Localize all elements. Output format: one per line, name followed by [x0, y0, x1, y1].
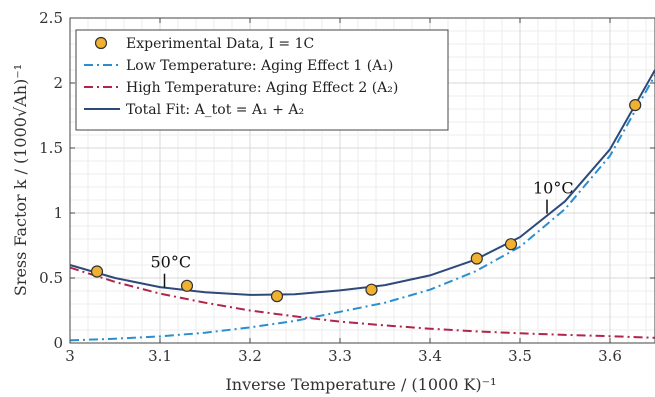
- y-tick-label: 2: [53, 74, 63, 92]
- data-point: [470, 252, 483, 265]
- data-point: [270, 290, 284, 303]
- series-line-1: [69, 74, 655, 342]
- y-tick-label: 0: [53, 334, 63, 352]
- annotation-label: 50°C: [151, 253, 192, 272]
- x-axis-label: Inverse Temperature / (1000 K)⁻¹: [225, 375, 496, 394]
- legend-box: [75, 29, 449, 131]
- data-point: [629, 98, 642, 112]
- y-axis-label: Sress Factor k / (1000√Ah)⁻¹: [11, 64, 30, 296]
- y-tick-labels: 0 0.5 1 1.5 2 2.5: [39, 9, 63, 352]
- y-tick-label: 1: [53, 204, 63, 222]
- data-point: [180, 279, 194, 292]
- x-tick-label: 3: [65, 347, 75, 365]
- y-tick-label: 0.5: [39, 269, 63, 287]
- x-tick-label: 3.3: [328, 347, 352, 365]
- legend-label: Experimental Data, I = 1C: [126, 36, 314, 52]
- legend-marker: [94, 36, 108, 50]
- x-tick-label: 3.5: [508, 347, 532, 365]
- legend: Experimental Data, I = 1C Low Temperature…: [75, 29, 449, 131]
- x-tick-label: 3.1: [148, 347, 172, 365]
- data-point: [365, 283, 378, 296]
- annotation-label: 10°C: [533, 179, 574, 198]
- data-point: [504, 238, 518, 251]
- x-tick-labels: 3 3.1 3.2 3.3 3.4 3.5 3.6: [65, 347, 622, 365]
- legend-label: High Temperature: Aging Effect 2 (A₂): [126, 80, 398, 96]
- y-tick-label: 1.5: [39, 139, 63, 157]
- y-tick-label: 2.5: [39, 9, 63, 27]
- series-line-3: [69, 69, 655, 296]
- x-tick-label: 3.4: [418, 347, 442, 365]
- series-layer: [69, 69, 655, 342]
- x-tick-label: 3.2: [238, 347, 262, 365]
- series-line-2: [69, 266, 655, 339]
- plot-frame: [69, 17, 655, 344]
- axis-ticks: [69, 17, 655, 344]
- legend-label: Total Fit: A_tot = A₁ + A₂: [126, 102, 304, 118]
- annotations: 50°C 10°C: [151, 179, 574, 288]
- legend-label: Low Temperature: Aging Effect 1 (A₁): [126, 58, 393, 74]
- data-point: [90, 265, 104, 278]
- x-tick-label: 3.6: [598, 347, 622, 365]
